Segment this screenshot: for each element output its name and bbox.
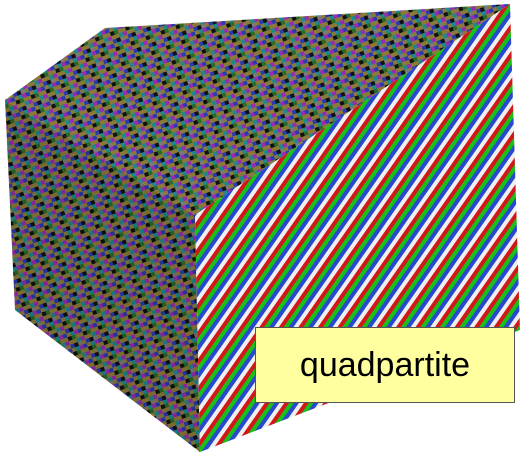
label: quadpartite [255, 327, 515, 403]
page: quadpartite (() => { const data = JSON.p… [0, 0, 524, 452]
